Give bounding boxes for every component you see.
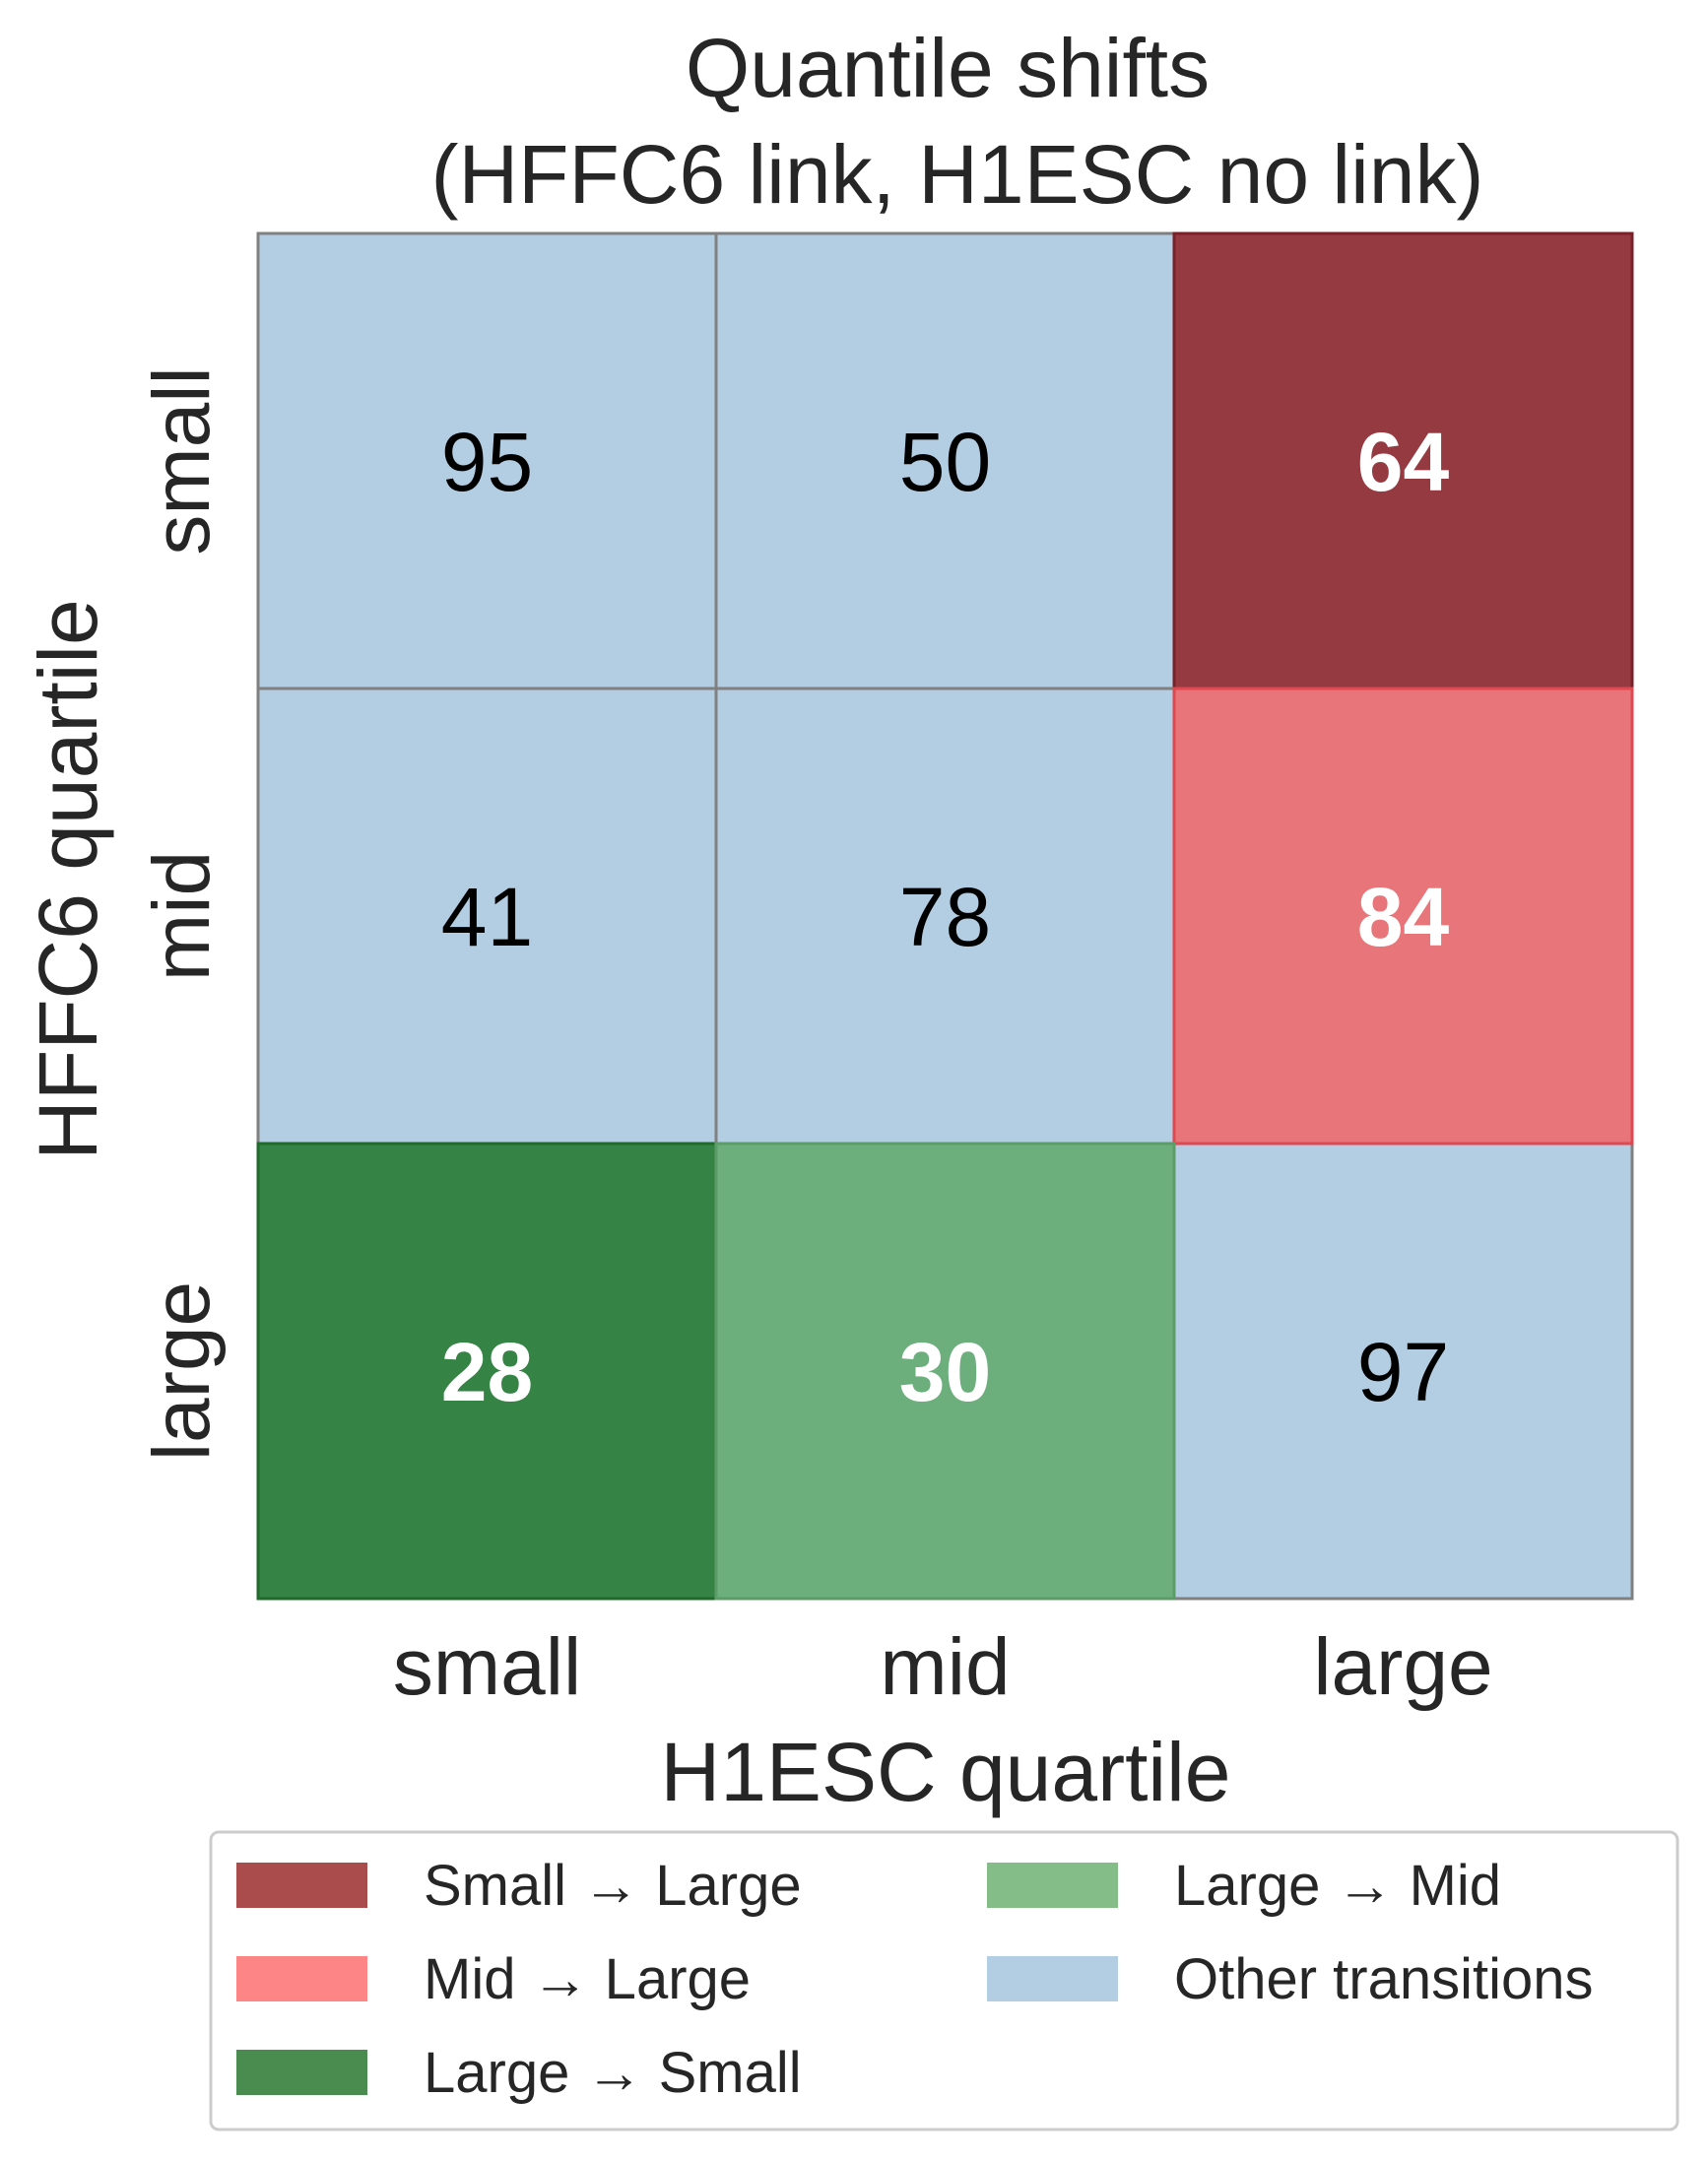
cell-value-small-large: 64 xyxy=(1357,416,1450,508)
legend-swatch-small_to_large xyxy=(236,1863,367,1908)
x-tick-labels: small mid large xyxy=(393,1622,1493,1712)
cell-mid-large xyxy=(1172,687,1634,1146)
x-axis-label: H1ESC quartile xyxy=(661,1726,1231,1818)
legend-swatch-large_to_small xyxy=(236,2050,367,2095)
legend-label-mid_to_large: Mid → Large xyxy=(424,1947,751,2011)
y-tick-large: large xyxy=(137,1281,227,1461)
cell-large-mid xyxy=(714,1142,1176,1601)
y-tick-labels: small mid large xyxy=(137,366,227,1461)
x-tick-mid: mid xyxy=(880,1622,1010,1712)
y-axis-label: HFFC6 quartile xyxy=(22,599,114,1160)
heatmap-cells: 95 50 64 41 78 84 28 30 97 xyxy=(256,231,1634,1601)
cell-small-small xyxy=(256,231,718,690)
x-tick-small: small xyxy=(393,1622,581,1712)
legend-label-small_to_large: Small → Large xyxy=(424,1854,802,1918)
legend-swatch-large_to_mid xyxy=(987,1863,1118,1908)
y-tick-mid: mid xyxy=(137,851,227,981)
cell-value-large-small: 28 xyxy=(441,1326,533,1418)
cell-value-large-large: 97 xyxy=(1357,1326,1449,1418)
cell-value-mid-mid: 78 xyxy=(899,871,991,963)
cell-small-mid xyxy=(714,231,1176,690)
legend-label-large_to_mid: Large → Mid xyxy=(1174,1854,1501,1918)
x-tick-large: large xyxy=(1313,1622,1492,1712)
chart-title-line-2: (HFFC6 link, H1ESC no link) xyxy=(431,128,1484,221)
cell-value-mid-large: 84 xyxy=(1357,871,1450,963)
legend-label-large_to_small: Large → Small xyxy=(424,2041,802,2105)
cell-small-large xyxy=(1172,231,1634,690)
cell-large-large xyxy=(1172,1142,1634,1601)
cell-value-small-mid: 50 xyxy=(899,416,991,508)
cell-value-small-small: 95 xyxy=(441,416,533,508)
legend-frame xyxy=(209,1830,1679,2131)
legend-swatch-mid_to_large xyxy=(236,1956,367,2001)
cell-value-large-mid: 30 xyxy=(899,1326,991,1418)
legend-label-other: Other transitions xyxy=(1174,1947,1594,2011)
cell-mid-small xyxy=(256,687,718,1146)
cell-large-small xyxy=(256,1142,718,1601)
cell-mid-mid xyxy=(714,687,1176,1146)
legend: Small → Large Mid → Large Large → Small Lar… xyxy=(209,1830,1679,2131)
y-tick-small: small xyxy=(137,366,227,555)
legend-swatch-other xyxy=(987,1956,1118,2001)
cell-value-mid-small: 41 xyxy=(441,871,533,963)
chart-title-line-1: Quantile shifts xyxy=(686,22,1210,114)
